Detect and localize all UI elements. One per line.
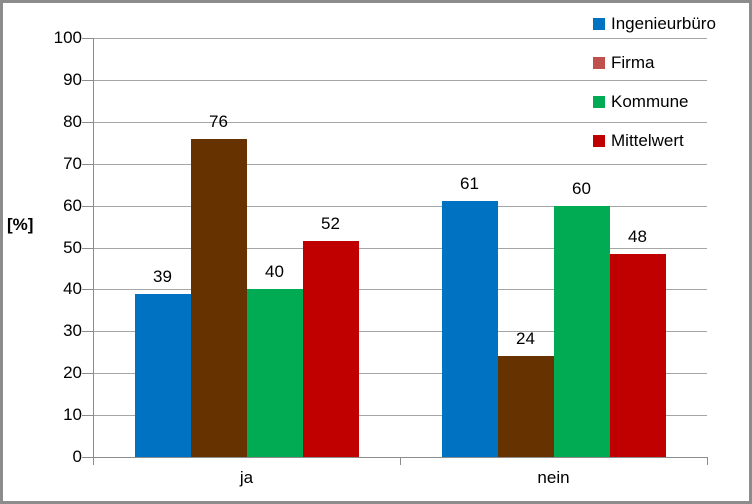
y-axis-tick-label: 70 [63, 154, 82, 173]
y-axis-tick [82, 206, 93, 207]
legend-label: Mittelwert [611, 131, 684, 150]
legend-label: Ingenieurbüro [611, 14, 716, 33]
y-gridline [93, 248, 707, 249]
bar-mittelwert-nein [609, 254, 666, 457]
legend-label: Kommune [611, 92, 689, 111]
legend-swatch-icon [593, 18, 605, 30]
y-axis-tick [82, 248, 93, 249]
y-gridline [93, 331, 707, 332]
category-label: nein [537, 468, 570, 487]
bar-value-label: 60 [572, 178, 591, 198]
y-axis-tick [82, 331, 93, 332]
bar-firma-ja [190, 138, 247, 457]
y-gridline [93, 289, 707, 290]
bar-value-label: 76 [209, 111, 228, 131]
bar-kommune-nein [553, 205, 610, 457]
legend-item-kommune: Kommune [593, 90, 716, 114]
legend-label: Firma [611, 53, 655, 72]
y-axis-tick [82, 415, 93, 416]
y-axis-tick-label: 100 [53, 28, 82, 47]
y-axis-tick-label: 50 [63, 238, 82, 257]
y-axis-line [93, 38, 94, 457]
y-axis-tick [82, 122, 93, 123]
bar-value-label: 40 [265, 262, 284, 282]
y-axis-tick-label: 80 [63, 112, 82, 131]
y-axis-tick-label: 20 [63, 363, 82, 382]
y-axis-tick [82, 38, 93, 39]
y-axis-tick [82, 289, 93, 290]
legend-item-firma: Firma [593, 51, 716, 75]
bar-firma-nein [497, 356, 554, 457]
legend: Ingenieurbüro Firma Kommune Mittelwert [593, 12, 716, 153]
category-label: ja [239, 468, 254, 487]
x-axis-tick [93, 457, 94, 465]
legend-item-mittelwert: Mittelwert [593, 129, 716, 153]
y-axis-tick-label: 90 [63, 70, 82, 89]
bar-mittelwert-ja [302, 240, 359, 457]
y-gridline [93, 373, 707, 374]
y-gridline [93, 122, 707, 123]
bar-value-label: 61 [460, 174, 479, 194]
bar-value-label: 52 [321, 213, 340, 233]
y-gridline [93, 415, 707, 416]
x-axis-tick [707, 457, 708, 465]
x-axis-tick [400, 457, 401, 465]
bar-ingenieurbüro-nein [441, 201, 498, 457]
y-gridline [93, 38, 707, 39]
bar-value-label: 39 [153, 266, 172, 286]
y-gridline [93, 164, 707, 165]
y-axis-tick-label: 40 [63, 279, 82, 298]
legend-swatch-icon [593, 57, 605, 69]
y-gridline [93, 80, 707, 81]
bar-value-label: 48 [628, 227, 647, 247]
y-axis-tick-label: 30 [63, 321, 82, 340]
y-gridline [93, 206, 707, 207]
y-axis-title: [%] [7, 215, 34, 234]
legend-swatch-icon [593, 135, 605, 147]
y-axis-tick-label: 0 [72, 447, 82, 466]
y-axis-tick-label: 60 [63, 196, 82, 215]
legend-swatch-icon [593, 96, 605, 108]
y-axis-tick [82, 373, 93, 374]
legend-item-ingenieurbüro: Ingenieurbüro [593, 12, 716, 36]
y-axis-tick-label: 10 [63, 405, 82, 424]
bar-value-label: 24 [516, 329, 535, 349]
y-axis-tick [82, 164, 93, 165]
y-axis-tick [82, 457, 93, 458]
bar-ingenieurbüro-ja [134, 293, 191, 457]
bar-kommune-ja [246, 289, 303, 457]
y-axis-tick [82, 80, 93, 81]
